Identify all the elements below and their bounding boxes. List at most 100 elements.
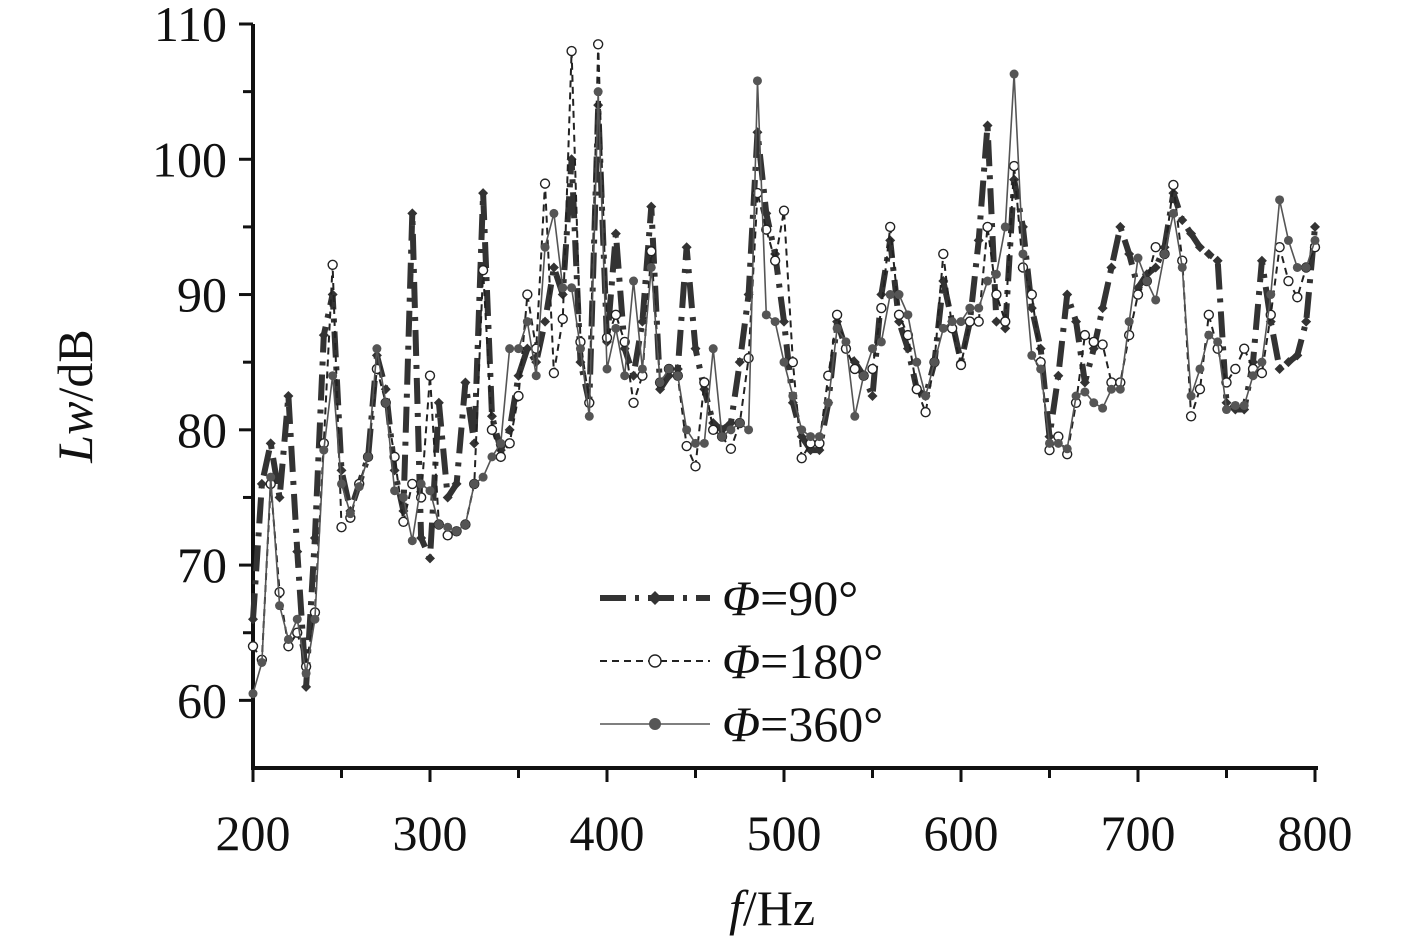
- data-point: [416, 479, 426, 489]
- data-point: [982, 120, 993, 131]
- data-point: [735, 418, 745, 428]
- data-point: [558, 283, 568, 293]
- data-point: [593, 87, 603, 97]
- series-3: [248, 69, 1320, 699]
- data-point: [1133, 253, 1143, 263]
- data-point: [477, 264, 489, 276]
- data-point: [1097, 339, 1108, 350]
- legend-entry-2: Φ=180°: [600, 633, 883, 689]
- data-point: [1213, 337, 1223, 347]
- data-point: [649, 718, 661, 730]
- data-point: [398, 492, 408, 502]
- data-point: [1221, 377, 1232, 388]
- data-point: [266, 472, 276, 482]
- data-point: [1257, 357, 1267, 367]
- data-point: [1203, 248, 1214, 259]
- axis-labels: Lw/dB f/Hz: [47, 329, 815, 936]
- data-point: [460, 520, 470, 530]
- data-point: [744, 425, 754, 435]
- data-point: [442, 530, 453, 541]
- data-point: [637, 316, 648, 327]
- data-point: [1274, 241, 1285, 253]
- data-point: [1292, 262, 1302, 272]
- data-point: [283, 634, 293, 644]
- data-point: [1132, 289, 1144, 300]
- data-point: [433, 397, 444, 408]
- data-point: [407, 208, 418, 219]
- data-point: [779, 316, 789, 327]
- data-point: [726, 425, 736, 435]
- data-point: [611, 323, 621, 333]
- data-point: [275, 601, 285, 611]
- data-point: [1089, 398, 1099, 408]
- data-point: [522, 343, 533, 354]
- data-point: [681, 242, 692, 253]
- data-point: [973, 235, 984, 246]
- data-point: [859, 371, 869, 381]
- data-point: [778, 205, 790, 216]
- data-point: [407, 536, 417, 546]
- data-point: [628, 370, 639, 381]
- data-point: [991, 289, 1002, 300]
- data-point: [601, 332, 613, 344]
- data-point: [495, 451, 506, 463]
- data-point: [1310, 235, 1320, 245]
- data-point: [885, 290, 895, 300]
- data-point: [442, 492, 453, 503]
- data-point: [690, 343, 701, 354]
- data-point: [1142, 276, 1152, 286]
- data-point: [336, 522, 347, 533]
- legend-label: Φ=180°: [722, 633, 883, 689]
- y-tick-label: 110: [154, 0, 227, 52]
- data-point: [1098, 403, 1108, 413]
- legend-entry-3: Φ=360°: [600, 696, 883, 752]
- data-point: [610, 309, 622, 321]
- data-point: [1115, 384, 1125, 394]
- data-point: [831, 309, 843, 321]
- data-point: [655, 377, 665, 387]
- data-point: [248, 689, 258, 699]
- data-point: [770, 317, 780, 327]
- data-point: [973, 316, 984, 327]
- data-point: [1124, 248, 1135, 259]
- data-point: [823, 398, 833, 408]
- data-point: [548, 367, 560, 379]
- data-point: [1079, 329, 1091, 341]
- data-point: [974, 303, 984, 313]
- data-point: [389, 465, 400, 476]
- data-point: [1194, 384, 1206, 395]
- y-tick-label: 100: [152, 131, 227, 187]
- data-point: [699, 438, 709, 448]
- data-point: [247, 641, 259, 652]
- data-point: [292, 546, 303, 557]
- data-point: [983, 276, 993, 286]
- data-point: [425, 486, 435, 496]
- data-point: [1018, 249, 1028, 259]
- x-tick-label: 700: [1101, 805, 1176, 861]
- data-point: [256, 478, 267, 489]
- data-point: [761, 224, 772, 235]
- data-point: [522, 317, 532, 327]
- legend: Φ=90° Φ=180° Φ=360°: [600, 570, 883, 752]
- ticks: 60 70 80 90 100 110 200 300 400 500 600 700 800: [152, 0, 1353, 861]
- data-point: [1222, 405, 1231, 415]
- data-point: [1292, 292, 1303, 303]
- data-point: [283, 391, 294, 401]
- data-point: [1204, 330, 1214, 340]
- data-point: [478, 188, 489, 199]
- data-point: [1045, 438, 1054, 448]
- data-point: [539, 178, 551, 189]
- data-point: [265, 438, 276, 449]
- data-point: [921, 391, 931, 401]
- data-point: [806, 432, 816, 442]
- data-point: [648, 654, 662, 668]
- data-point: [327, 259, 338, 270]
- data-point: [318, 330, 329, 341]
- data-point: [1168, 179, 1179, 191]
- data-point: [1283, 275, 1294, 287]
- data-point: [938, 248, 949, 260]
- data-point: [832, 323, 842, 333]
- data-point: [1009, 174, 1020, 185]
- data-point: [336, 465, 347, 476]
